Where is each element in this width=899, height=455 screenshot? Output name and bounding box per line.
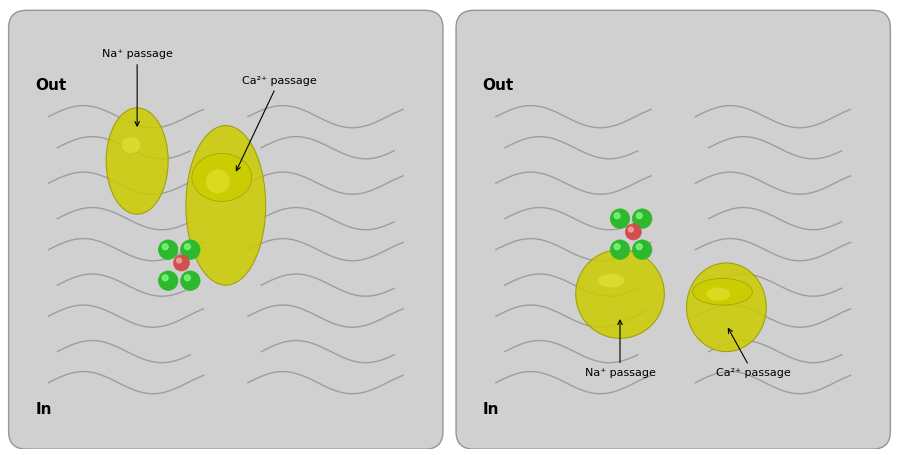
Text: In: In: [35, 402, 52, 417]
FancyBboxPatch shape: [456, 10, 890, 449]
Text: Na⁺ passage: Na⁺ passage: [584, 320, 655, 378]
Ellipse shape: [121, 137, 140, 153]
Ellipse shape: [687, 263, 766, 352]
Text: In: In: [483, 402, 499, 417]
Circle shape: [177, 258, 182, 263]
Text: Na⁺ passage: Na⁺ passage: [102, 49, 173, 126]
Circle shape: [181, 240, 200, 259]
Text: Ca²⁺ passage: Ca²⁺ passage: [236, 76, 316, 171]
Circle shape: [158, 271, 178, 290]
Circle shape: [636, 213, 642, 219]
Circle shape: [184, 244, 191, 250]
Circle shape: [614, 244, 620, 250]
Ellipse shape: [206, 169, 230, 193]
Circle shape: [181, 271, 200, 290]
Ellipse shape: [575, 250, 664, 339]
FancyBboxPatch shape: [9, 10, 443, 449]
Ellipse shape: [707, 288, 730, 301]
Circle shape: [610, 209, 630, 228]
Ellipse shape: [598, 274, 625, 288]
Circle shape: [163, 275, 168, 281]
Circle shape: [636, 244, 642, 250]
Text: Out: Out: [35, 78, 67, 93]
Circle shape: [184, 275, 191, 281]
Circle shape: [614, 213, 620, 219]
Circle shape: [628, 227, 633, 232]
Ellipse shape: [106, 108, 168, 214]
Text: Ca²⁺ passage: Ca²⁺ passage: [716, 329, 790, 378]
Circle shape: [626, 224, 641, 240]
Ellipse shape: [191, 153, 252, 202]
Circle shape: [163, 244, 168, 250]
Circle shape: [632, 240, 652, 259]
Circle shape: [174, 255, 190, 271]
Text: Out: Out: [483, 78, 514, 93]
Circle shape: [632, 209, 652, 228]
Ellipse shape: [186, 126, 266, 285]
Circle shape: [158, 240, 178, 259]
Circle shape: [610, 240, 630, 259]
Ellipse shape: [692, 278, 752, 305]
